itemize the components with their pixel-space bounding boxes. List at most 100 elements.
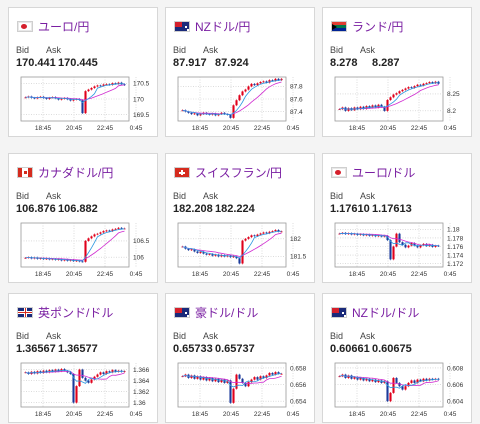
currency-card[interactable]: ユーロ/円 Bid Ask 170.441 170.445 18:45 20:45 22:45…: [8, 7, 158, 137]
card-header: ユーロ/ドル: [331, 164, 415, 180]
candle-body: [114, 370, 117, 372]
candle-body: [51, 370, 54, 372]
candle-body: [268, 80, 271, 83]
candle-body: [280, 231, 283, 233]
currency-pair-link[interactable]: NZドル/円: [195, 19, 251, 34]
y-tick-label: 0.608: [447, 365, 464, 372]
currency-card[interactable]: 英ポンド/ドル Bid Ask 1.36567 1.36577 18:45 20:45 22:…: [8, 293, 158, 423]
candle-body: [253, 83, 256, 86]
currency-card[interactable]: ランド/円 Bid Ask 8.278 8.287 18:45 20:45 22:45 0:45…: [322, 7, 472, 137]
currency-pair-link[interactable]: ランド/円: [352, 19, 404, 34]
chart-area[interactable]: 18:45 20:45 22:45 0:45 0.658 0.656 0.654: [166, 357, 316, 424]
candle-body: [404, 386, 407, 390]
chart-area[interactable]: 18:45 20:45 22:45 0:45 182 181.5: [166, 217, 316, 284]
candle-body: [347, 375, 350, 378]
chart-area[interactable]: 18:45 20:45 22:45 0:45 87.8 87.6 87.4: [166, 71, 316, 138]
currency-card[interactable]: NZドル/ドル Bid Ask 0.60661 0.60675 18:45 20:45 22:…: [322, 293, 472, 423]
candle-body: [377, 380, 380, 383]
candle-body: [404, 244, 407, 248]
currency-card[interactable]: 豪ドル/ドル Bid Ask 0.65733 0.65737 18:45 20:45 22:4…: [165, 293, 315, 423]
candle-body: [359, 234, 362, 235]
currency-pair-link[interactable]: 英ポンド/ドル: [38, 305, 114, 320]
flag-stripe: [332, 21, 346, 26]
card-header: ランド/円: [331, 18, 403, 34]
currency-card[interactable]: スイスフラン/円 Bid Ask 182.208 182.224 18:45 20:45 22…: [165, 153, 315, 283]
candle-body: [187, 248, 190, 251]
candle-body: [187, 111, 190, 113]
candle-body: [265, 81, 268, 83]
flag-stripe: [332, 26, 346, 31]
candle-body: [202, 251, 205, 254]
currency-pair-link[interactable]: カナダドル/円: [38, 165, 114, 180]
candle-body: [416, 245, 419, 248]
candle-body: [72, 374, 75, 403]
bid-value: 170.441: [16, 57, 56, 69]
chart-area[interactable]: 18:45 20:45 22:45 0:45 106.5 106: [9, 217, 159, 284]
candle-body: [238, 374, 241, 379]
candle-body: [425, 378, 428, 381]
candle-body: [383, 235, 386, 237]
candle-body: [419, 84, 422, 86]
candle-body: [274, 78, 277, 81]
bid-value: 106.876: [16, 203, 56, 215]
y-tick-label: 87.4: [290, 109, 303, 116]
currency-card[interactable]: カナダドル/円 Bid Ask 106.876 106.882 18:45 20:45 22:…: [8, 153, 158, 283]
candle-body: [268, 231, 271, 234]
card-header: NZドル/円: [174, 18, 250, 34]
chart-area[interactable]: 18:45 20:45 22:45 0:45 1.18 1.178 1.176 1.174 1.…: [323, 217, 473, 284]
candle-body: [241, 378, 244, 383]
x-tick-label: 20:45: [380, 125, 397, 132]
y-tick-label: 8.25: [447, 91, 460, 98]
bid-label: Bid: [16, 45, 30, 55]
flag-stripe: [18, 167, 22, 177]
candle-body: [395, 93, 398, 95]
currency-pair-link[interactable]: NZドル/ドル: [352, 305, 420, 320]
chart-area[interactable]: 18:45 20:45 22:45 0:45 1.366 1.364 1.362 1.36: [9, 357, 159, 424]
currency-pair-link[interactable]: スイスフラン/円: [195, 165, 282, 180]
candle-body: [338, 109, 341, 110]
candle-body: [238, 95, 241, 101]
currency-card[interactable]: ユーロ/ドル Bid Ask 1.17610 1.17613 18:45 20:45 22:4…: [322, 153, 472, 283]
candle-body: [274, 372, 277, 375]
flag-stripe: [332, 307, 339, 313]
x-tick-label: 0:45: [444, 125, 457, 132]
candle-body: [39, 258, 42, 259]
flag-stripe: [185, 25, 187, 28]
x-tick-label: 20:45: [66, 271, 83, 278]
candle-body: [362, 106, 365, 109]
candle-body: [108, 371, 111, 373]
moving-average-long-line: [182, 232, 282, 257]
candle-body: [431, 378, 434, 380]
candle-body: [93, 86, 96, 88]
plot-frame: [20, 362, 130, 408]
x-tick-label: 0:45: [444, 411, 457, 418]
flag-stripe: [18, 311, 32, 313]
flag-icon: [17, 20, 33, 32]
candle-body: [99, 85, 102, 87]
candle-body: [247, 237, 250, 239]
chart-area[interactable]: 18:45 20:45 22:45 0:45 170.5 170 169.5: [9, 71, 159, 138]
candle-body: [401, 89, 404, 92]
fx-rate-grid: ユーロ/円 Bid Ask 170.441 170.445 18:45 20:45 22:45…: [8, 7, 472, 423]
candle-body: [422, 378, 425, 382]
ask-value: 8.287: [372, 57, 400, 69]
candle-body: [356, 107, 359, 110]
candle-body: [338, 233, 341, 235]
moving-average-short-line: [182, 230, 282, 259]
currency-pair-link[interactable]: 豪ドル/ドル: [195, 305, 259, 320]
x-tick-label: 22:45: [254, 125, 271, 132]
candle-body: [419, 379, 422, 382]
flag-stripe: [28, 167, 32, 177]
chart-area[interactable]: 18:45 20:45 22:45 0:45 0.608 0.606 0.604: [323, 357, 473, 424]
bid-value: 1.36567: [16, 343, 56, 355]
chart-area[interactable]: 18:45 20:45 22:45 0:45 8.25 8.2: [323, 71, 473, 138]
currency-pair-link[interactable]: ユーロ/円: [38, 19, 90, 34]
candle-body: [259, 233, 262, 235]
bid-value: 8.278: [330, 57, 358, 69]
candle-body: [250, 83, 253, 87]
candle-body: [386, 381, 389, 402]
y-tick-label: 0.604: [447, 398, 464, 405]
currency-pair-link[interactable]: ユーロ/ドル: [352, 165, 416, 180]
candle-body: [220, 112, 223, 115]
currency-card[interactable]: NZドル/円 Bid Ask 87.917 87.924 18:45 20:45 22:45 0…: [165, 7, 315, 137]
